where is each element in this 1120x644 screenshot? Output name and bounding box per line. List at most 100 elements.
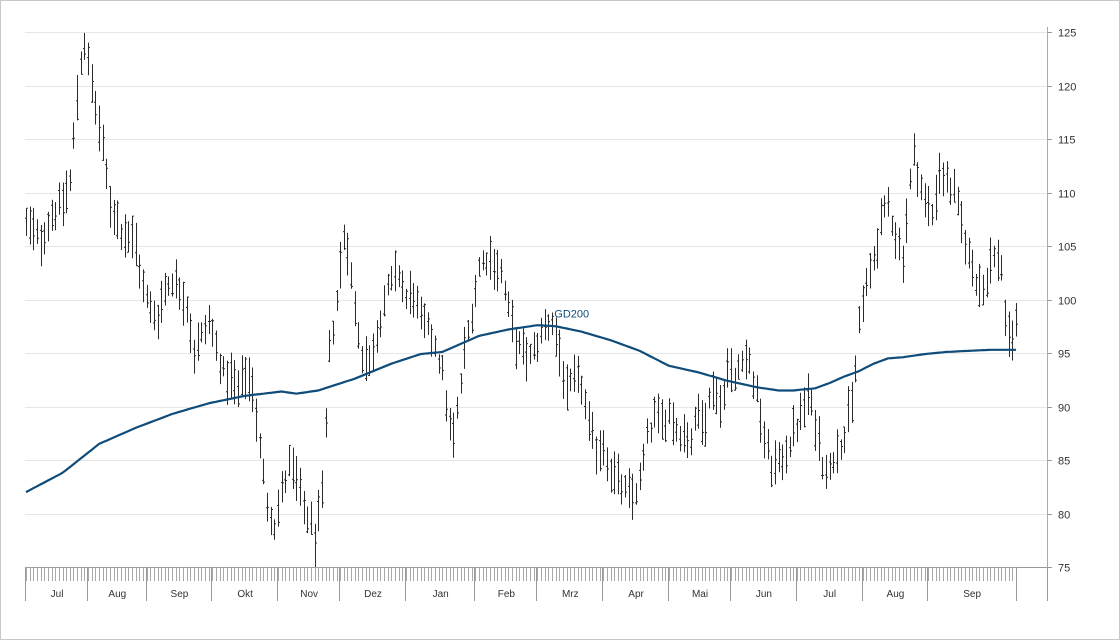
ohlc-bar (851, 381, 854, 423)
ohlc-bar (288, 444, 291, 477)
ohlc-bar (617, 453, 620, 495)
ohlc-bar (613, 451, 616, 495)
x-tick-label: Aug (108, 589, 126, 600)
x-tick-label: Jun (756, 589, 772, 600)
ohlc-bar (515, 327, 518, 370)
ohlc-bar (734, 367, 737, 391)
ohlc-bar (606, 447, 609, 482)
ohlc-bar (197, 322, 200, 361)
ohlc-bar (387, 273, 390, 296)
ohlc-bar (529, 343, 532, 365)
ohlc-bar (427, 312, 430, 336)
y-tick-label: 125 (1058, 28, 1076, 40)
ohlc-bar (661, 399, 664, 440)
ohlc-bar (467, 320, 470, 341)
x-tick-label: Jul (823, 589, 836, 600)
ohlc-bar (536, 333, 539, 362)
ohlc-bar (511, 299, 514, 343)
x-axis: Jul Aug Sep Okt Nov Dez Jan Feb Mrz Apr Mai Jun Jul A… (25, 567, 1048, 601)
ohlc-bar (916, 162, 919, 197)
ohlc-bar (346, 232, 349, 276)
ohlc-bar (525, 337, 528, 382)
ohlc-bar (924, 183, 927, 218)
ohlc-bar (642, 443, 645, 471)
ohlc-bar (354, 291, 357, 327)
ohlc-bar (127, 221, 130, 253)
ohlc-bar (555, 317, 558, 357)
ohlc-bar (40, 225, 43, 267)
ohlc-bar (200, 322, 203, 343)
ohlc-bar (989, 237, 992, 284)
ohlc-bar (29, 206, 32, 245)
ohlc-bar (566, 364, 569, 411)
ohlc-bar (730, 348, 733, 393)
ohlc-bar (971, 249, 974, 287)
ohlc-bar (675, 417, 678, 442)
ohlc-bar (752, 371, 755, 400)
ohlc-bar (708, 387, 711, 409)
ohlc-bar (102, 124, 105, 161)
ohlc-bar (1015, 303, 1018, 337)
ohlc-bar (230, 352, 233, 400)
ohlc-bar (894, 222, 897, 259)
ohlc-bar (460, 373, 463, 394)
ohlc-bar (416, 285, 419, 319)
ohlc-bar (825, 454, 828, 489)
ohlc-bar (799, 392, 802, 430)
ohlc-bar (920, 174, 923, 201)
ohlc-bar (723, 381, 726, 410)
ohlc-bar (496, 250, 499, 292)
ohlc-bar (255, 398, 258, 442)
ohlc-bar (328, 329, 331, 363)
ohlc-bar (701, 400, 704, 445)
ohlc-bar (821, 456, 824, 480)
ohlc-bar (664, 409, 667, 442)
ohlc-bar (160, 280, 163, 323)
ohlc-bar (624, 475, 627, 498)
x-tick-label: Feb (498, 589, 516, 600)
ohlc-bar (109, 185, 112, 228)
ohlc-bar (489, 235, 492, 280)
ohlc-bar (507, 291, 510, 318)
ohlc-bar (635, 483, 638, 505)
y-tick-label: 85 (1058, 456, 1070, 468)
ohlc-bar (87, 42, 90, 76)
ohlc-bar (262, 458, 265, 485)
ohlc-bar (105, 158, 108, 190)
ohlc-bars (25, 32, 1018, 571)
ohlc-bar (219, 353, 222, 385)
ohlc-bar (62, 182, 65, 227)
x-tick-label: Mrz (562, 589, 579, 600)
ohlc-bar (405, 288, 408, 309)
ohlc-bar (175, 259, 178, 299)
ohlc-bar (690, 428, 693, 456)
ohlc-bar (964, 230, 967, 265)
ohlc-bar (72, 122, 75, 149)
ohlc-bar (336, 290, 339, 311)
ohlc-bar (357, 322, 360, 349)
ohlc-bar (478, 257, 481, 277)
ohlc-bar (149, 291, 152, 323)
ohlc-bar (704, 402, 707, 447)
x-tick-label: Okt (237, 589, 253, 600)
ohlc-bar (741, 350, 744, 372)
ohlc-bar (737, 354, 740, 380)
ohlc-bar (500, 258, 503, 284)
ohlc-bar (401, 270, 404, 303)
ohlc-bar (584, 389, 587, 420)
ohlc-bar (423, 303, 426, 339)
x-tick-label: Sep (171, 589, 189, 600)
ohlc-bar (748, 347, 751, 374)
ohlc-bar (193, 339, 196, 374)
ohlc-bar (898, 227, 901, 261)
ohlc-bar (953, 168, 956, 203)
ohlc-bar (292, 447, 295, 490)
ohlc-bar (153, 300, 156, 331)
ohlc-bar (810, 388, 813, 416)
ohlc-bar (657, 393, 660, 434)
ohlc-bar (69, 169, 72, 192)
ohlc-bar (993, 245, 996, 268)
ohlc-bar (441, 354, 444, 381)
ohlc-bar (558, 329, 561, 377)
ma-label: GD200 (554, 308, 589, 320)
